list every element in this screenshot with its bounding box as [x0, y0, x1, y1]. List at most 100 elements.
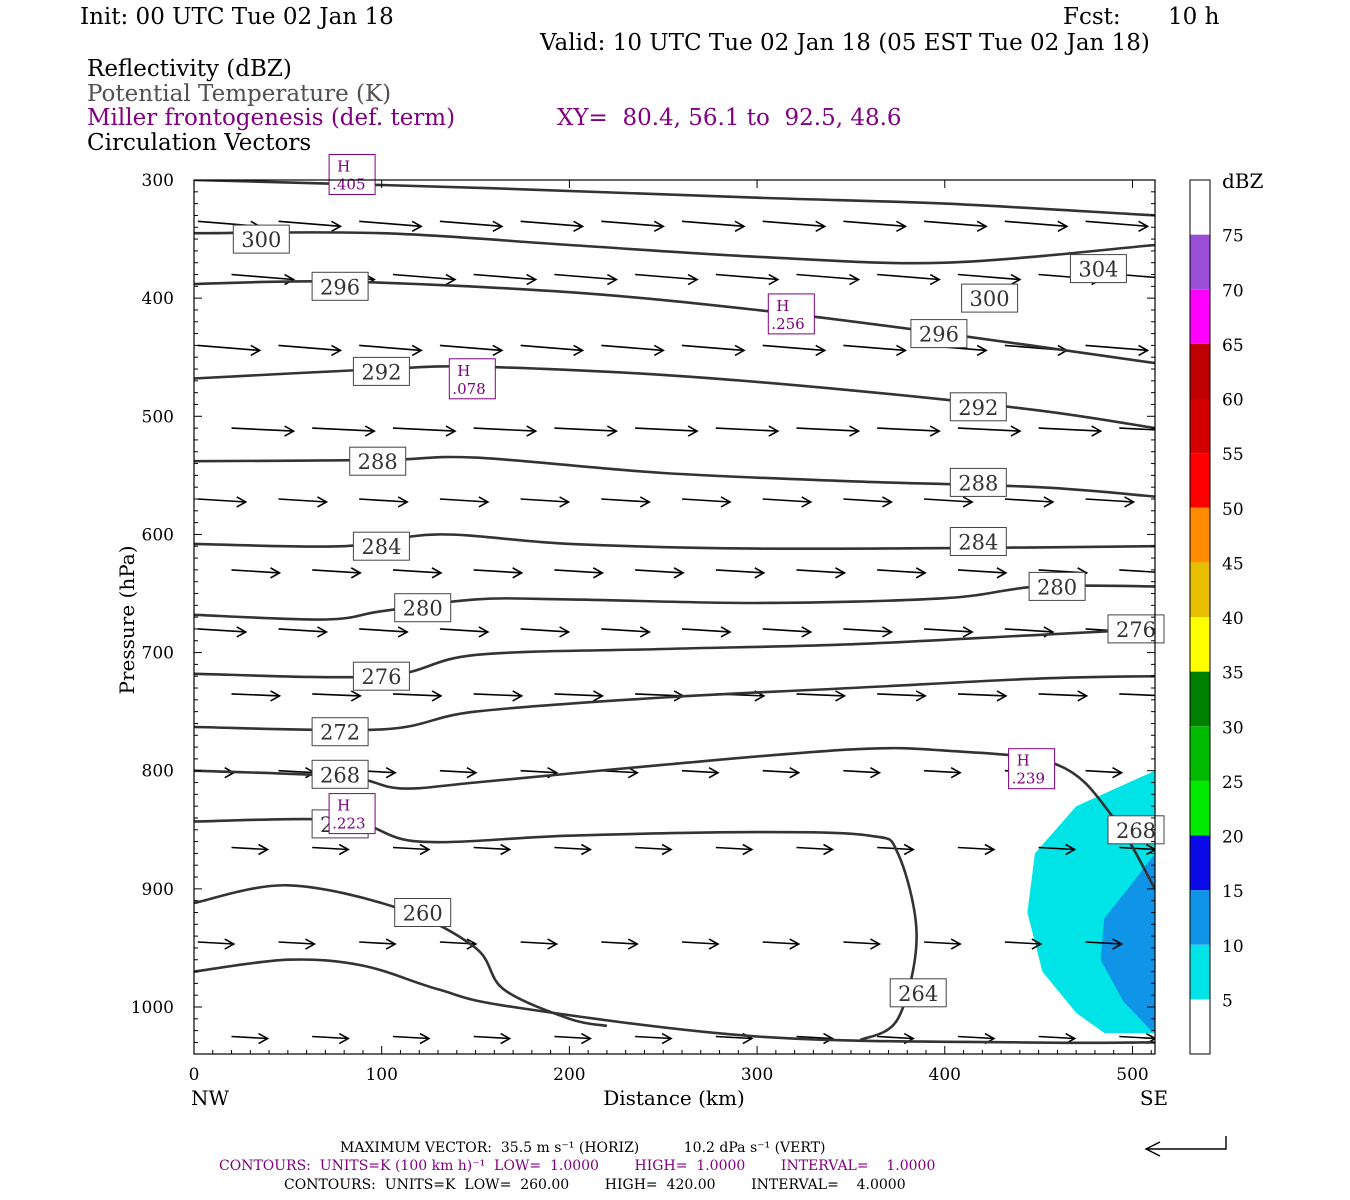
circulation-vector: [392, 690, 443, 702]
contour-label: 264: [889, 978, 947, 1008]
reflectivity-fill-layer: [1027, 770, 1155, 1033]
x-tick-label: 200: [553, 1065, 585, 1085]
circulation-vector: [473, 567, 524, 579]
circulation-vector: [392, 567, 443, 579]
y-tick-label: 300: [142, 171, 174, 191]
colorbar-segment: [1190, 671, 1210, 727]
colorbar-segment: [1190, 726, 1210, 781]
svg-text:H: H: [337, 797, 350, 815]
colorbar-segment: [1190, 453, 1210, 508]
circulation-vector: [197, 496, 248, 508]
circulation-vector: [197, 938, 236, 950]
circulation-vector: [762, 626, 813, 638]
colorbar: 5 10 15 20 25 30 35 40 45 50 55 60 65 70 75: [1189, 179, 1244, 1055]
circulation-vector: [681, 496, 732, 508]
circulation-vector: [1119, 843, 1155, 856]
theta-contour-288: [194, 455, 1155, 498]
circulation-vector: [877, 690, 927, 702]
field-potential-temperature: Potential Temperature (K): [87, 81, 392, 107]
circulation-vector: [312, 1032, 350, 1045]
circulation-vector: [601, 220, 665, 233]
circulation-vector: [635, 425, 699, 437]
forecast-hour: 10 h: [1168, 4, 1220, 30]
circulation-vector: [473, 690, 524, 702]
colorbar-level-label: 60: [1222, 391, 1244, 411]
circulation-vector: [601, 938, 639, 950]
circulation-vector: [924, 938, 962, 950]
circulation-vector: [359, 220, 423, 233]
y-axis-title: Pressure (hPa): [115, 546, 139, 695]
circulation-vector: [359, 344, 423, 357]
circulation-vector: [520, 344, 585, 357]
svg-text:.078: .078: [452, 380, 485, 398]
circulation-vector: [796, 843, 835, 856]
circulation-vector: [520, 938, 559, 950]
circulation-vector: [554, 425, 619, 437]
circulation-vector: [231, 1032, 270, 1045]
contour-label: 284: [949, 527, 1007, 556]
valid-time: Valid: 10 UTC Tue 02 Jan 18 (05 EST Tue …: [540, 30, 1150, 56]
contour-label: 288: [949, 467, 1007, 497]
forecast-label: Fcst:: [1063, 4, 1121, 30]
circulation-vector: [359, 626, 409, 638]
circulation-vector: [278, 938, 317, 950]
circulation-vector: [231, 425, 296, 437]
colorbar-segment: [1190, 780, 1210, 836]
circulation-vector: [520, 626, 571, 638]
circulation-vector: [1119, 427, 1155, 431]
circulation-vector: [278, 626, 329, 638]
circulation-vector: [312, 843, 350, 856]
svg-text:276: 276: [1116, 618, 1156, 642]
circulation-vector: [554, 690, 605, 702]
colorbar-level-label: 30: [1222, 718, 1244, 738]
circulation-vector: [796, 567, 847, 579]
circulation-vector: [681, 220, 746, 233]
field-circulation-vectors: Circulation Vectors: [87, 130, 312, 156]
svg-text:268: 268: [320, 763, 360, 787]
svg-text:264: 264: [898, 982, 938, 1006]
y-tick-label: 1000: [131, 998, 174, 1018]
contour-label: 272: [311, 717, 369, 747]
theta-contour-268: [194, 746, 1155, 890]
reflectivity-region-10dbz: [1100, 853, 1155, 1031]
colorbar-level-label: 20: [1222, 828, 1244, 848]
svg-text:.405: .405: [332, 176, 365, 194]
circulation-vector: [924, 220, 988, 233]
circulation-vector: [1004, 938, 1043, 950]
circulation-vector: [392, 1032, 431, 1045]
circulation-vector: [762, 344, 827, 357]
circulation-vector: [796, 273, 861, 286]
x-tick-label: 500: [1116, 1065, 1148, 1085]
init-time: Init: 00 UTC Tue 02 Jan 18: [80, 4, 394, 30]
circulation-vector: [231, 690, 282, 702]
svg-text:280: 280: [403, 597, 443, 621]
circulation-vector: [796, 690, 847, 702]
circulation-vector: [877, 567, 927, 579]
circulation-vector: [1038, 690, 1089, 702]
circulation-vector: [762, 220, 827, 233]
circulation-vector: [762, 767, 801, 779]
circulation-vector: [877, 273, 941, 286]
cross-section-endpoints: XY= 80.4, 56.1 to 92.5, 48.6: [557, 105, 902, 131]
colorbar-level-label: 55: [1222, 445, 1244, 465]
circulation-vector: [762, 938, 801, 950]
x-tick-label: 300: [741, 1065, 773, 1085]
y-tick-label: 500: [142, 407, 174, 427]
colorbar-level-label: 40: [1222, 609, 1244, 629]
footer-contours-theta: CONTOURS: UNITS=K LOW= 260.00 HIGH= 420.…: [284, 1177, 906, 1193]
y-tick-label: 400: [142, 289, 174, 309]
circulation-vector: [554, 273, 619, 286]
x-end-left-label: NW: [191, 1086, 230, 1110]
svg-text:268: 268: [1116, 819, 1156, 843]
svg-text:H: H: [457, 362, 470, 380]
svg-text:300: 300: [241, 228, 281, 252]
y-tick-label: 600: [142, 525, 174, 545]
circulation-vector: [957, 273, 1022, 286]
svg-text:300: 300: [970, 287, 1010, 311]
circulation-vector: [278, 220, 343, 233]
circulation-vector: [312, 567, 362, 579]
circulation-vector: [439, 220, 504, 233]
circulation-vector: [601, 344, 665, 357]
svg-text:280: 280: [1037, 575, 1077, 599]
contour-label: 296: [311, 271, 369, 301]
